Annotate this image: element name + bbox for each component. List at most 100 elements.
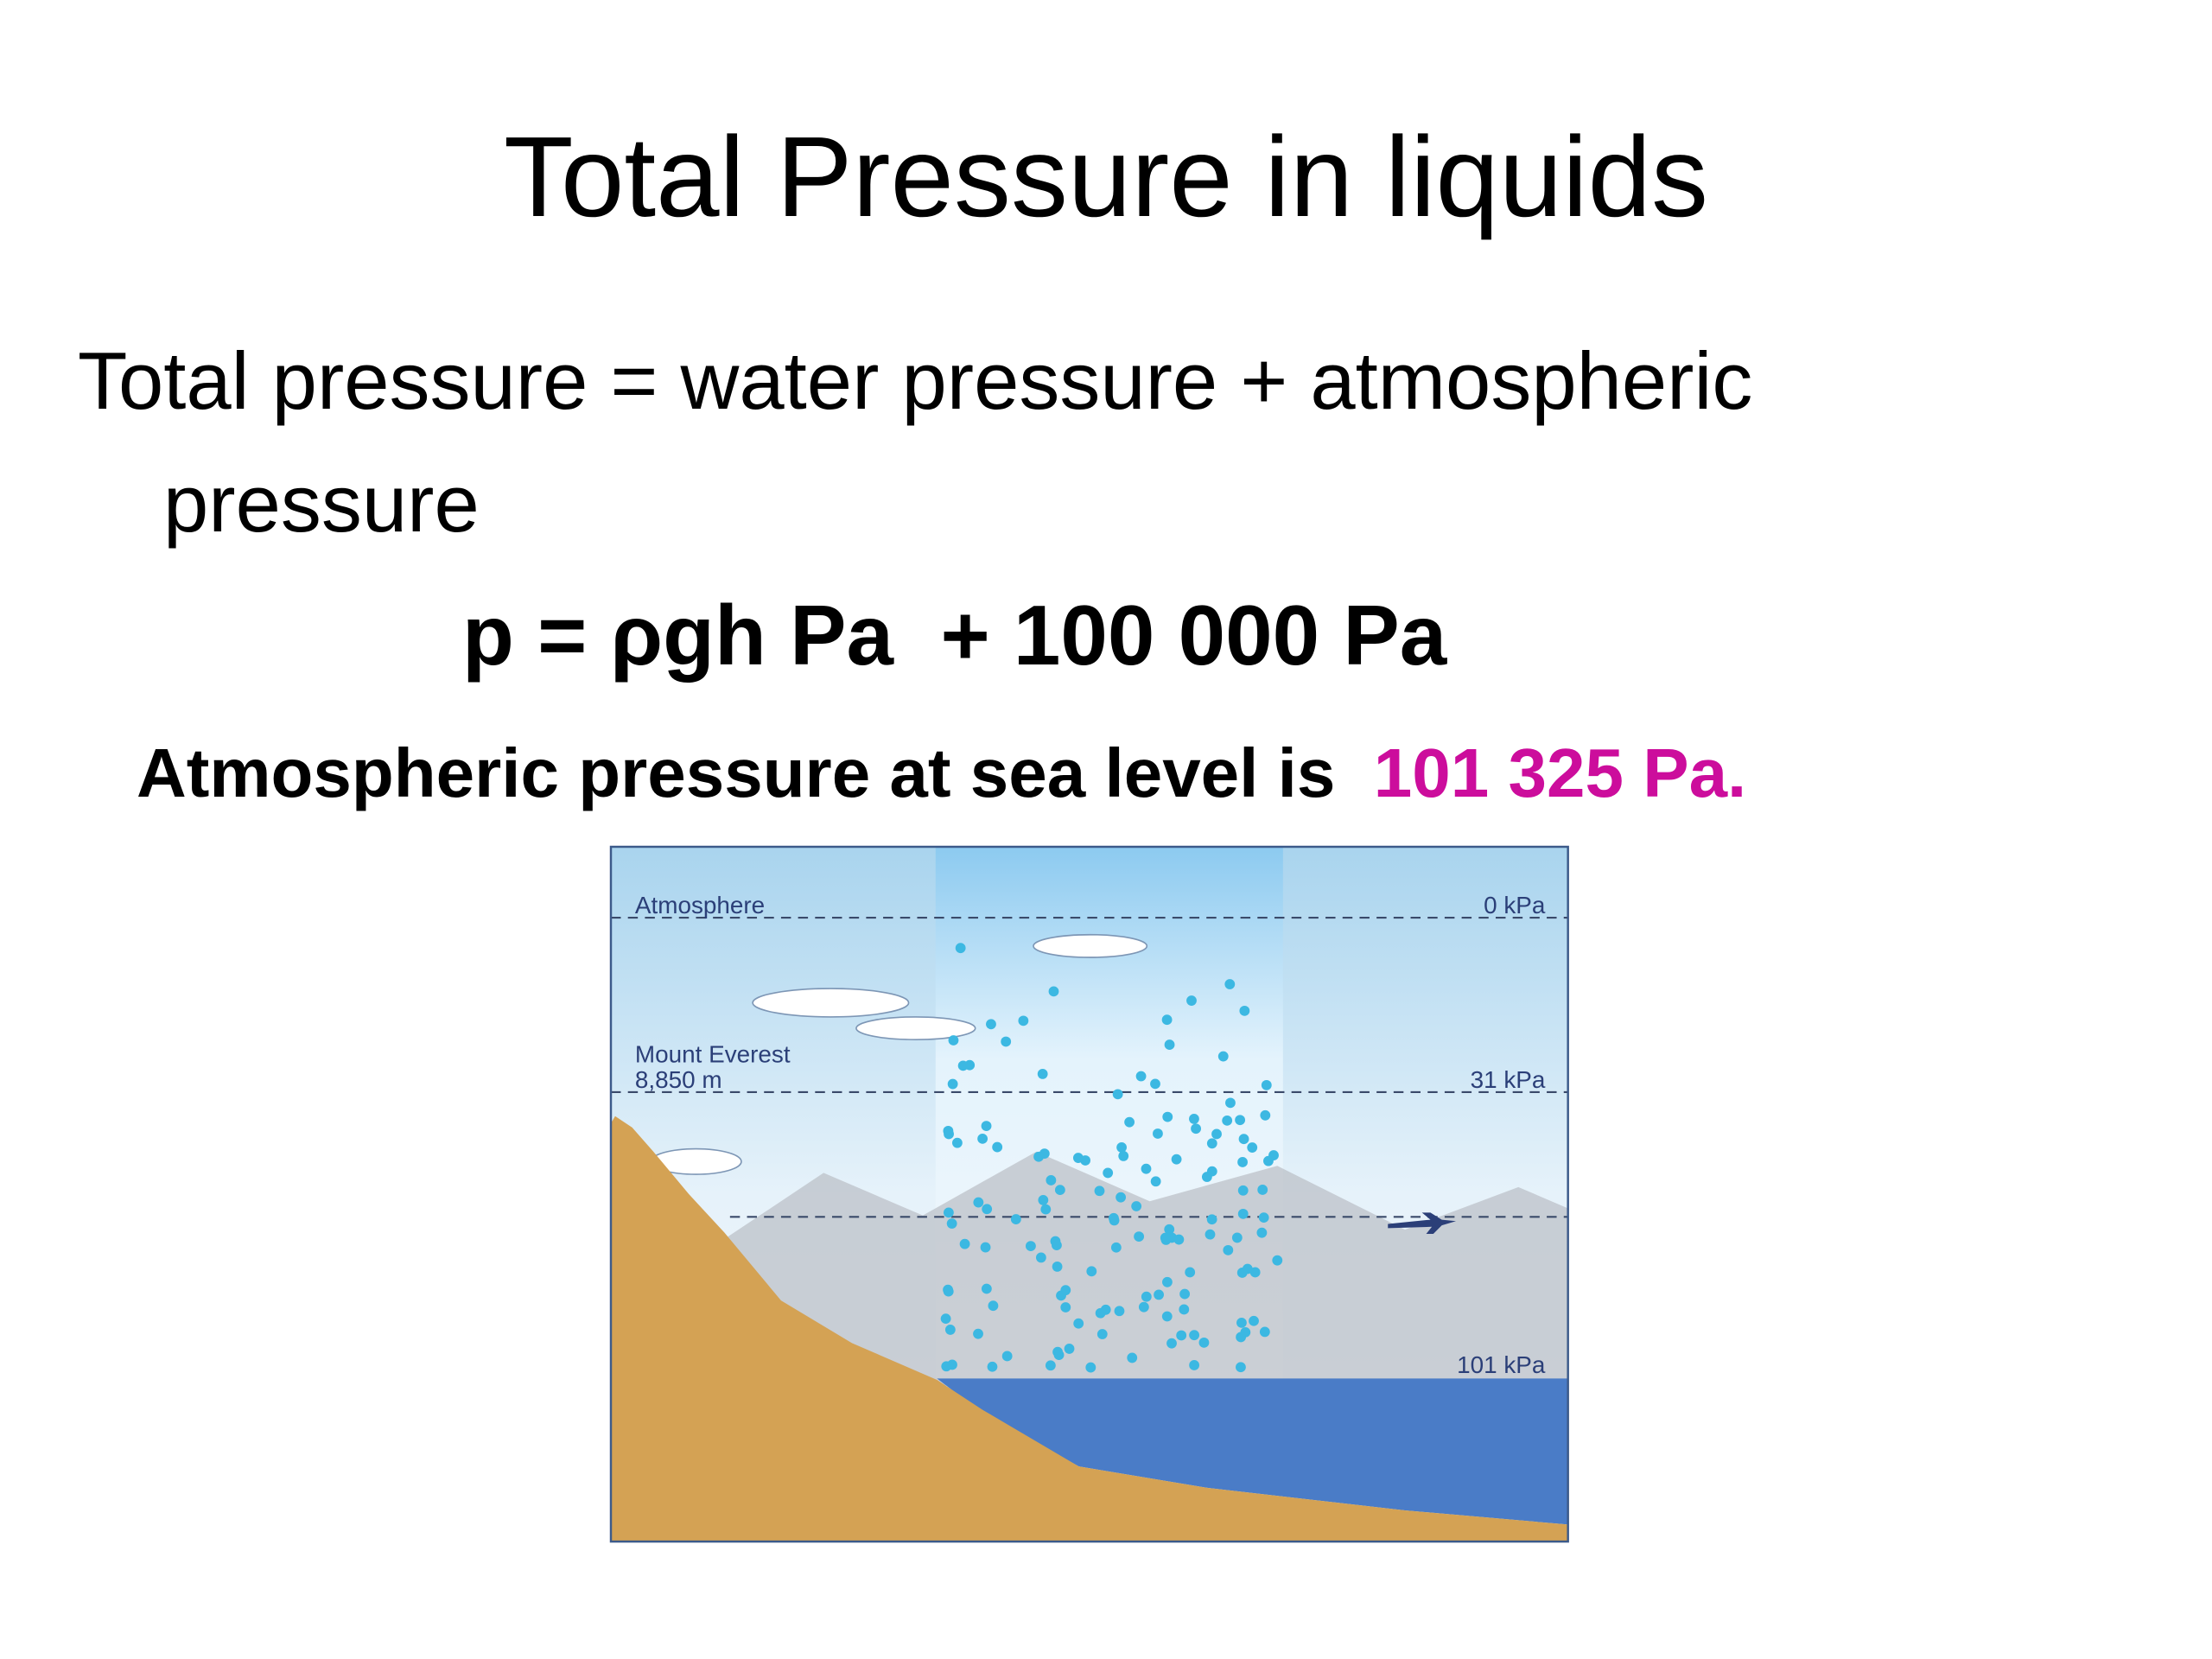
molecule <box>1198 1337 1210 1348</box>
molecule <box>947 1078 958 1090</box>
molecule <box>943 1286 954 1297</box>
molecule <box>988 1300 999 1312</box>
molecule <box>1259 1326 1270 1338</box>
molecule <box>992 1141 1003 1153</box>
molecule <box>1010 1214 1021 1224</box>
note-text: Atmospheric pressure at sea level is <box>137 734 1336 811</box>
molecule <box>943 1207 954 1218</box>
molecule <box>1222 1115 1233 1126</box>
molecule <box>944 1325 956 1335</box>
molecule <box>1223 1244 1234 1255</box>
molecule <box>1060 1302 1071 1313</box>
molecule <box>1127 1352 1138 1363</box>
height-label: 8,850 m <box>635 1066 722 1093</box>
molecule <box>1261 1079 1272 1090</box>
molecule <box>1236 1317 1247 1328</box>
molecule <box>1116 1192 1127 1203</box>
molecule <box>1060 1285 1071 1296</box>
molecule <box>982 1204 993 1215</box>
molecule <box>1235 1115 1246 1126</box>
molecule <box>1162 1111 1173 1122</box>
molecule <box>1025 1241 1036 1252</box>
molecule <box>1138 1301 1149 1313</box>
sea <box>937 1378 1568 1525</box>
molecule <box>1171 1154 1182 1165</box>
molecule <box>1236 1332 1247 1343</box>
molecule <box>1001 1036 1012 1047</box>
molecule <box>1141 1291 1152 1302</box>
molecule <box>1237 1185 1249 1196</box>
molecule <box>947 1359 957 1370</box>
molecule <box>1268 1150 1279 1160</box>
molecule <box>1048 986 1059 997</box>
molecule <box>1160 1234 1172 1245</box>
molecule <box>1112 1089 1123 1100</box>
molecule <box>1052 1261 1063 1272</box>
molecule <box>1239 1005 1250 1016</box>
molecule <box>981 1121 992 1132</box>
molecule <box>1237 1157 1248 1167</box>
molecule <box>1052 1346 1063 1357</box>
molecule <box>987 1361 998 1372</box>
molecule <box>1185 1267 1196 1278</box>
molecule <box>1134 1231 1145 1243</box>
molecule <box>1037 1068 1048 1079</box>
molecule <box>1249 1315 1259 1326</box>
molecule <box>1095 1307 1106 1319</box>
molecule <box>973 1328 983 1339</box>
pressure-diagram: Atmosphere 0 kPa Mount Everest 8,850 m 3… <box>609 845 1569 1543</box>
molecule <box>1001 1351 1013 1362</box>
molecule <box>1272 1255 1283 1266</box>
molecule <box>1103 1167 1114 1179</box>
mountain-label: Mount Everest <box>635 1040 791 1067</box>
molecule <box>1260 1109 1271 1121</box>
molecule <box>1161 1014 1173 1026</box>
molecule <box>1186 995 1197 1006</box>
molecule <box>1238 1134 1249 1145</box>
molecule <box>1094 1185 1105 1197</box>
sea-pressure-label: 101 kPa <box>1457 1351 1546 1378</box>
molecule <box>1141 1163 1152 1174</box>
note-highlight: 101 325 Pa. <box>1373 734 1747 811</box>
molecule <box>1050 1236 1061 1247</box>
molecule <box>980 1242 991 1253</box>
molecule <box>1018 1015 1029 1027</box>
molecule <box>1118 1150 1129 1161</box>
molecule <box>1110 1242 1122 1253</box>
molecule <box>1135 1071 1147 1082</box>
molecule <box>1236 1362 1246 1373</box>
molecule <box>946 1218 957 1229</box>
molecule <box>1046 1175 1057 1185</box>
note: Atmospheric pressure at sea level is 101… <box>137 730 1746 817</box>
molecule <box>1189 1330 1200 1341</box>
molecule <box>1237 1208 1249 1219</box>
molecule <box>981 1283 992 1294</box>
molecule <box>1256 1227 1268 1238</box>
molecule <box>1191 1123 1201 1135</box>
airplane <box>1388 1212 1457 1234</box>
molecule <box>1054 1185 1065 1196</box>
molecule <box>944 1128 954 1140</box>
molecule <box>1161 1311 1173 1322</box>
molecule <box>1217 1051 1229 1062</box>
molecule <box>1242 1263 1253 1274</box>
molecule <box>1116 1141 1127 1153</box>
land <box>611 1116 1568 1542</box>
molecule <box>973 1197 984 1208</box>
molecule <box>1162 1276 1173 1287</box>
diagram-frame <box>609 845 1569 1543</box>
molecule <box>1164 1039 1175 1050</box>
molecule <box>1211 1128 1222 1140</box>
molecule <box>1150 1176 1161 1187</box>
molecule <box>986 1019 996 1030</box>
slide-title: Total Pressure in liquids <box>504 113 1708 240</box>
molecule <box>1173 1234 1185 1245</box>
molecule <box>1040 1204 1052 1215</box>
molecule <box>1086 1266 1097 1277</box>
molecule <box>1096 1329 1108 1339</box>
molecule <box>955 943 966 954</box>
molecule <box>1179 1288 1191 1300</box>
molecule <box>1064 1344 1075 1354</box>
molecule <box>1205 1229 1216 1240</box>
